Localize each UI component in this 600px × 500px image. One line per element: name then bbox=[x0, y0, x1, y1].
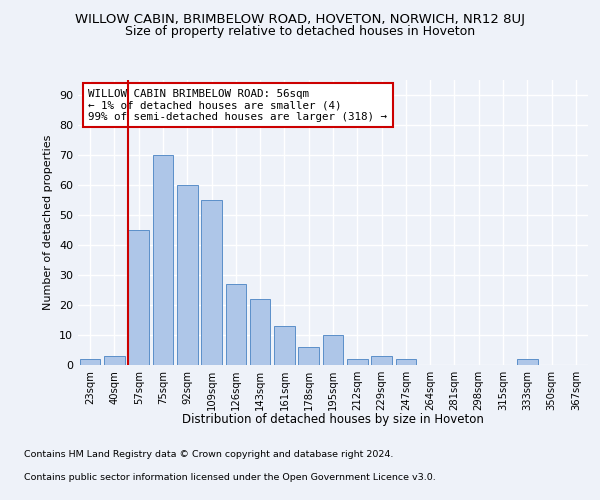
Bar bbox=[80, 359, 100, 365]
Bar bbox=[371, 356, 392, 365]
Bar bbox=[201, 200, 222, 365]
Bar bbox=[274, 326, 295, 365]
Text: Size of property relative to detached houses in Hoveton: Size of property relative to detached ho… bbox=[125, 25, 475, 38]
Bar bbox=[104, 356, 125, 365]
Bar bbox=[128, 230, 149, 365]
Bar bbox=[395, 359, 416, 365]
Text: Contains HM Land Registry data © Crown copyright and database right 2024.: Contains HM Land Registry data © Crown c… bbox=[24, 450, 394, 459]
Bar bbox=[177, 185, 197, 365]
Bar bbox=[347, 359, 368, 365]
Text: Contains public sector information licensed under the Open Government Licence v3: Contains public sector information licen… bbox=[24, 472, 436, 482]
Bar bbox=[517, 359, 538, 365]
Bar bbox=[250, 299, 271, 365]
Bar bbox=[152, 155, 173, 365]
Text: Distribution of detached houses by size in Hoveton: Distribution of detached houses by size … bbox=[182, 412, 484, 426]
Bar bbox=[226, 284, 246, 365]
Bar bbox=[298, 347, 319, 365]
Text: WILLOW CABIN, BRIMBELOW ROAD, HOVETON, NORWICH, NR12 8UJ: WILLOW CABIN, BRIMBELOW ROAD, HOVETON, N… bbox=[75, 12, 525, 26]
Text: WILLOW CABIN BRIMBELOW ROAD: 56sqm
← 1% of detached houses are smaller (4)
99% o: WILLOW CABIN BRIMBELOW ROAD: 56sqm ← 1% … bbox=[88, 88, 387, 122]
Y-axis label: Number of detached properties: Number of detached properties bbox=[43, 135, 53, 310]
Bar bbox=[323, 335, 343, 365]
